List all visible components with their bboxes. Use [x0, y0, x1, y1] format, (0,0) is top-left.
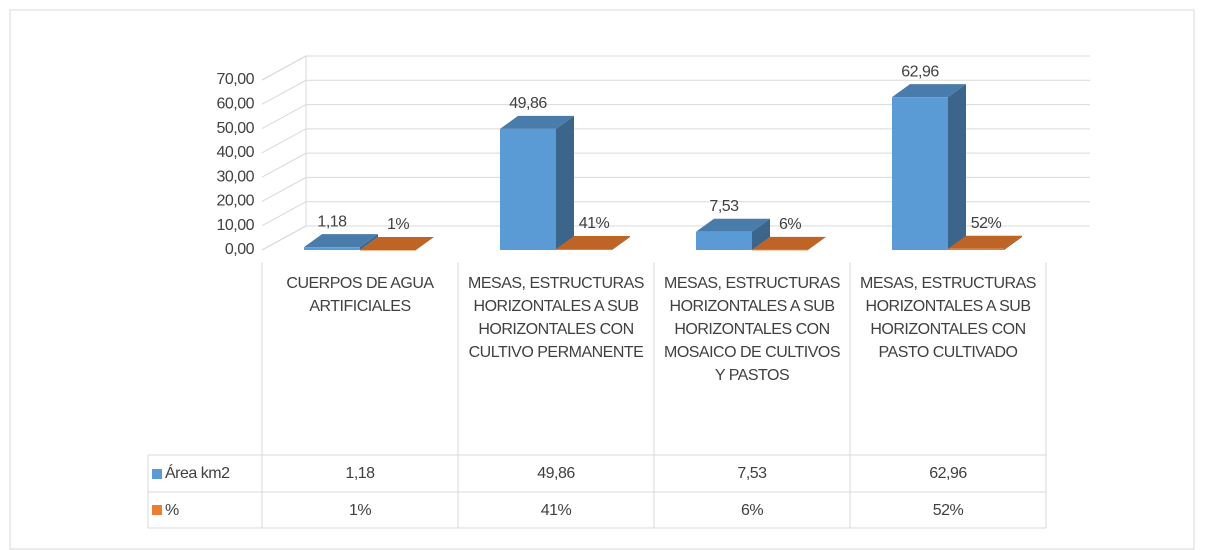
bar-side: [416, 236, 434, 250]
bar: [500, 115, 574, 250]
bar: [304, 234, 378, 250]
table-value: 41%: [540, 501, 572, 519]
category-label: MESAS, ESTRUCTURAS HORIZONTALES A SUB HO…: [468, 275, 644, 361]
legend-entry: %: [148, 492, 262, 528]
data-label: 41%: [579, 215, 610, 232]
data-label: 62,96: [901, 63, 939, 80]
bar-front: [892, 97, 948, 251]
grid-line: [261, 128, 1090, 154]
bar-front: [304, 247, 360, 250]
bar-top: [304, 234, 378, 248]
category-label: MESAS, ESTRUCTURAS HORIZONTALES A SUB HO…: [860, 275, 1036, 361]
table-value: 49,86: [537, 465, 575, 482]
bar-side: [752, 218, 770, 250]
grid-line: [261, 152, 1090, 178]
grid-line: [261, 55, 1090, 81]
data-label: 1,18: [317, 213, 347, 230]
y-tick-label: 0,00: [225, 241, 255, 258]
bar-side: [808, 236, 826, 250]
data-label: 52%: [971, 215, 1002, 232]
bar-top: [948, 235, 1022, 249]
table-value: 1%: [348, 501, 372, 519]
data-label: 49,86: [509, 95, 547, 112]
bar-side: [612, 236, 630, 250]
y-tick-label: 10,00: [216, 217, 254, 234]
table-value: 52%: [932, 501, 964, 519]
grid-line: [261, 104, 1090, 130]
bar-top: [892, 84, 966, 98]
y-tick-label: 60,00: [216, 96, 254, 113]
table-value: 7,53: [737, 465, 767, 482]
data-label: 7,53: [709, 198, 739, 215]
bar-top: [556, 236, 630, 250]
y-tick-label: 30,00: [216, 168, 254, 185]
legend-entry: Área km2: [148, 455, 262, 492]
legend-key: [152, 505, 162, 515]
bar-front: [752, 249, 808, 251]
table-value: 1,18: [345, 465, 375, 482]
bar: [892, 84, 966, 251]
table-value: 62,96: [929, 465, 967, 482]
bar: [360, 236, 434, 251]
y-tick-label: 40,00: [216, 144, 254, 161]
bar-top: [696, 218, 770, 232]
bar-front: [948, 248, 1004, 250]
grid-line: [261, 79, 1090, 105]
bar-top: [360, 236, 434, 250]
bar-side: [1004, 235, 1022, 250]
bar-side: [948, 84, 966, 251]
bar: [752, 236, 826, 251]
bar-front: [360, 249, 416, 251]
grid-line: [261, 225, 1090, 251]
grid-line: [261, 176, 1090, 202]
data-label: 1%: [387, 216, 409, 233]
legend-label: %: [165, 501, 179, 519]
table-value: 6%: [740, 501, 764, 519]
category-label: CUERPOS DE AGUA ARTIFICIALES: [286, 275, 434, 315]
bar-side: [556, 115, 574, 250]
y-tick-label: 20,00: [216, 193, 254, 210]
grid-line: [261, 201, 1090, 227]
data-label: 6%: [779, 216, 801, 233]
bar-top: [500, 115, 574, 129]
bar-side: [360, 234, 378, 250]
legend-key: [152, 468, 162, 479]
y-tick-label: 70,00: [216, 71, 254, 88]
bar: [556, 236, 630, 250]
bar-front: [500, 128, 556, 250]
side-wall: [261, 55, 307, 251]
category-label: MESAS, ESTRUCTURAS HORIZONTALES A SUB HO…: [663, 275, 841, 384]
chart-border: [9, 9, 1195, 550]
bar: [948, 235, 1022, 250]
legend-label: Área km2: [165, 465, 230, 482]
bar-front: [556, 249, 612, 250]
bar-top: [752, 236, 826, 250]
bar-front: [696, 231, 752, 250]
y-tick-label: 50,00: [216, 120, 254, 137]
bar: [696, 218, 770, 250]
